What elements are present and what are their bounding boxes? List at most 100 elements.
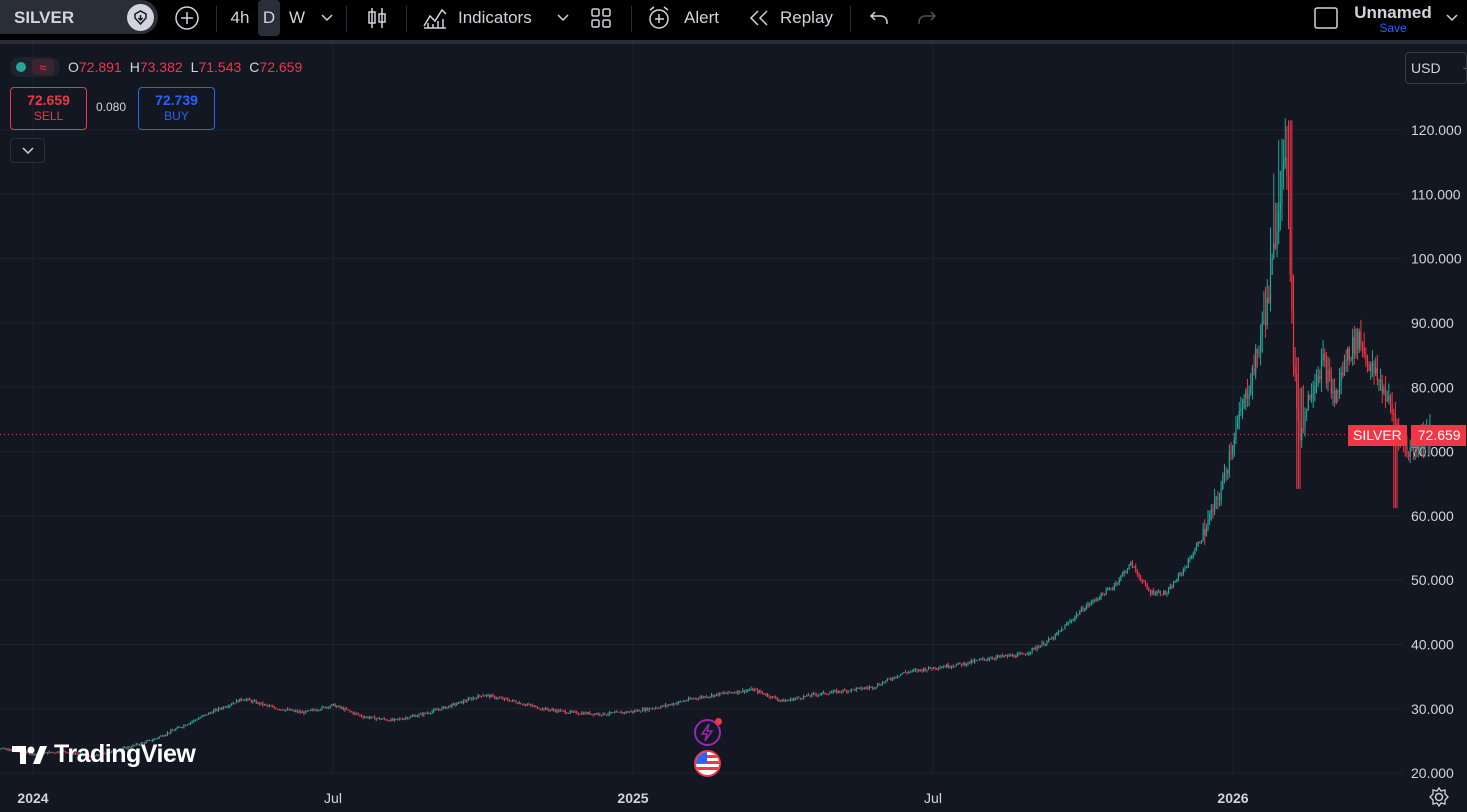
undo-button[interactable] — [866, 0, 892, 36]
chart-type-button[interactable] — [362, 0, 392, 36]
interval-4h[interactable]: 4h — [226, 0, 254, 36]
candle-body — [281, 709, 284, 711]
indicators-button[interactable]: Indicators — [422, 0, 542, 36]
approx-icon: ≈ — [32, 59, 54, 75]
candle-body — [1200, 540, 1203, 543]
candle-body — [1213, 498, 1216, 512]
candle-body — [706, 696, 708, 698]
candle-body — [768, 694, 770, 697]
scale-settings-icon[interactable] — [1428, 786, 1450, 808]
candle-body — [927, 666, 930, 670]
add-symbol-button[interactable] — [172, 0, 202, 36]
candle-body — [997, 655, 999, 657]
candle-body — [173, 730, 175, 732]
candle-body — [175, 728, 177, 731]
layout-menu-dropdown[interactable] — [1443, 0, 1461, 36]
candle-body — [63, 750, 65, 752]
candle-body — [275, 707, 277, 710]
candle-body — [83, 753, 85, 755]
candle-body — [556, 709, 558, 712]
candle-body — [704, 696, 706, 698]
layout-name-block[interactable]: Unnamed Save — [1354, 3, 1432, 35]
candle-body — [487, 694, 489, 696]
candle-body — [816, 694, 818, 696]
replay-button[interactable]: Replay — [748, 0, 838, 36]
candle-body — [461, 701, 463, 704]
layouts-button[interactable] — [588, 0, 614, 36]
currency-select[interactable]: USD — [1405, 52, 1467, 84]
price-tick-label: 70.000 — [1411, 444, 1454, 460]
buy-button[interactable]: 72.739 BUY — [138, 87, 215, 130]
rewind-icon — [749, 10, 768, 26]
candle-body — [354, 712, 356, 714]
candle-body — [686, 700, 688, 702]
candle-body — [1174, 581, 1176, 583]
candle-body — [620, 711, 622, 714]
market-status[interactable]: ≈ — [10, 57, 60, 77]
candle-body — [617, 711, 619, 713]
candle-body — [967, 661, 969, 665]
candle-body — [1153, 590, 1155, 595]
candle-body — [692, 698, 695, 700]
candle-body — [567, 712, 570, 714]
candle-body — [1384, 388, 1387, 401]
candle-body — [1186, 566, 1188, 568]
symbol-info-icon[interactable] — [127, 4, 154, 31]
alert-button[interactable]: Alert — [646, 0, 726, 36]
symbol-name[interactable]: SILVER — [14, 8, 75, 27]
candle-body — [489, 694, 491, 698]
interval-w[interactable]: W — [286, 0, 308, 36]
candle-body — [421, 713, 423, 716]
candle-body — [87, 754, 90, 756]
indicators-dropdown[interactable] — [554, 0, 572, 36]
candle-body — [536, 706, 538, 709]
candle-body — [1179, 573, 1181, 575]
layout-name[interactable]: Unnamed — [1354, 3, 1432, 22]
save-link[interactable]: Save — [1379, 21, 1407, 35]
symbol-search[interactable]: SILVER — [0, 0, 158, 34]
fullscreen-button[interactable] — [1312, 0, 1340, 36]
candle-body — [640, 711, 642, 713]
interval-dropdown[interactable] — [318, 0, 336, 36]
candle-body — [1319, 376, 1321, 380]
redo-button[interactable] — [914, 0, 940, 36]
candle-body — [413, 715, 415, 717]
candle-body — [959, 662, 961, 664]
lightning-event-icon[interactable] — [694, 718, 722, 746]
tradingview-logo[interactable]: TradingView — [12, 740, 196, 769]
interval-d[interactable]: D — [258, 0, 280, 36]
candle-body — [1070, 620, 1073, 622]
tradingview-logo-text: TradingView — [54, 740, 196, 768]
candle-body — [1269, 274, 1272, 304]
candle-body — [758, 690, 760, 693]
candle-body — [1348, 348, 1350, 360]
candle-body — [444, 706, 446, 709]
candle-body — [1365, 354, 1367, 356]
candle-body — [592, 713, 594, 715]
candle-body — [319, 709, 321, 711]
candle-body — [919, 669, 921, 671]
candle-body — [306, 710, 308, 712]
toolbar-border — [0, 40, 1467, 44]
candle-body — [125, 747, 127, 749]
ohlc-legend: ≈ O72.891 H73.382 L71.543 C72.659 — [10, 57, 302, 77]
candle-body — [163, 735, 165, 737]
candle-body — [911, 670, 913, 672]
us-flag-event-icon[interactable] — [694, 750, 721, 777]
price-chart[interactable]: 120.000 110.000 100.000 90.000 80.000 70.000 6… — [0, 44, 1467, 812]
sell-button[interactable]: 72.659 SELL — [10, 87, 87, 130]
candle-body — [135, 743, 137, 746]
chevron-down-icon — [1446, 14, 1458, 22]
candle-body — [1067, 622, 1069, 624]
candle-body — [972, 660, 974, 663]
candle-body — [1090, 602, 1092, 605]
candle-body — [401, 719, 404, 721]
candle-body — [383, 718, 386, 720]
time-tick-label: 2024 — [17, 790, 48, 806]
candle-body — [188, 723, 190, 725]
legend-collapse-button[interactable] — [10, 138, 45, 163]
candle-body — [101, 753, 103, 756]
candle-body — [89, 755, 91, 757]
candle-body — [1261, 322, 1263, 338]
candle-body — [470, 698, 473, 700]
